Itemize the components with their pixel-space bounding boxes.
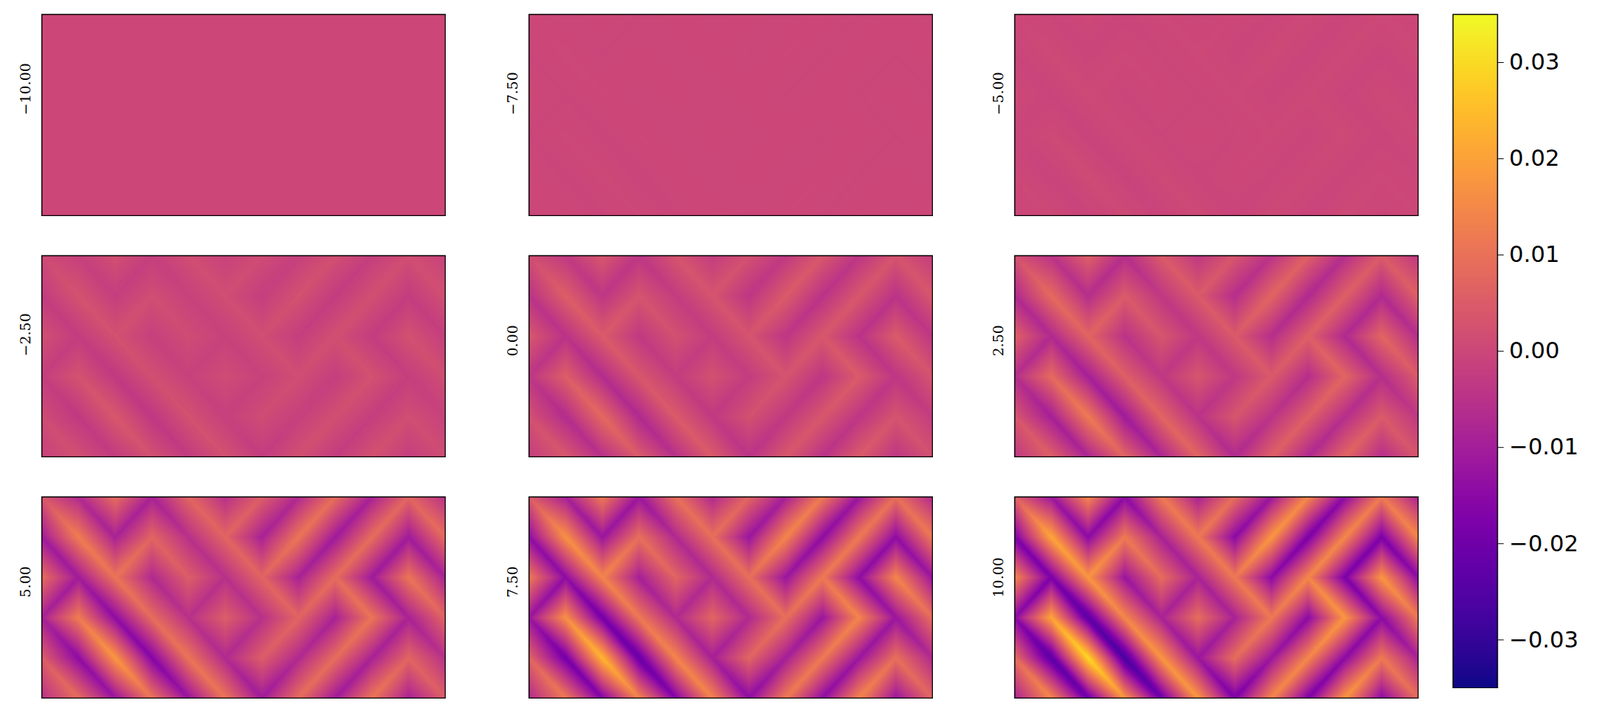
svg-text:0.00: 0.00 xyxy=(1508,337,1560,364)
svg-text:−0.03: −0.03 xyxy=(1508,627,1579,654)
svg-text:−5.00: −5.00 xyxy=(989,71,1007,115)
svg-text:0.01: 0.01 xyxy=(1508,241,1560,268)
svg-text:−10.00: −10.00 xyxy=(17,62,34,115)
svg-text:−0.01: −0.01 xyxy=(1508,433,1579,460)
svg-text:5.00: 5.00 xyxy=(17,566,34,598)
svg-text:−7.50: −7.50 xyxy=(504,71,521,115)
svg-text:0.03: 0.03 xyxy=(1508,48,1560,75)
svg-text:0.00: 0.00 xyxy=(504,325,521,357)
svg-text:0.02: 0.02 xyxy=(1508,145,1560,172)
svg-text:2.50: 2.50 xyxy=(989,325,1007,357)
svg-text:−0.02: −0.02 xyxy=(1508,530,1579,557)
svg-text:7.50: 7.50 xyxy=(504,566,521,598)
svg-text:10.00: 10.00 xyxy=(989,557,1007,598)
svg-text:−2.50: −2.50 xyxy=(17,313,34,357)
